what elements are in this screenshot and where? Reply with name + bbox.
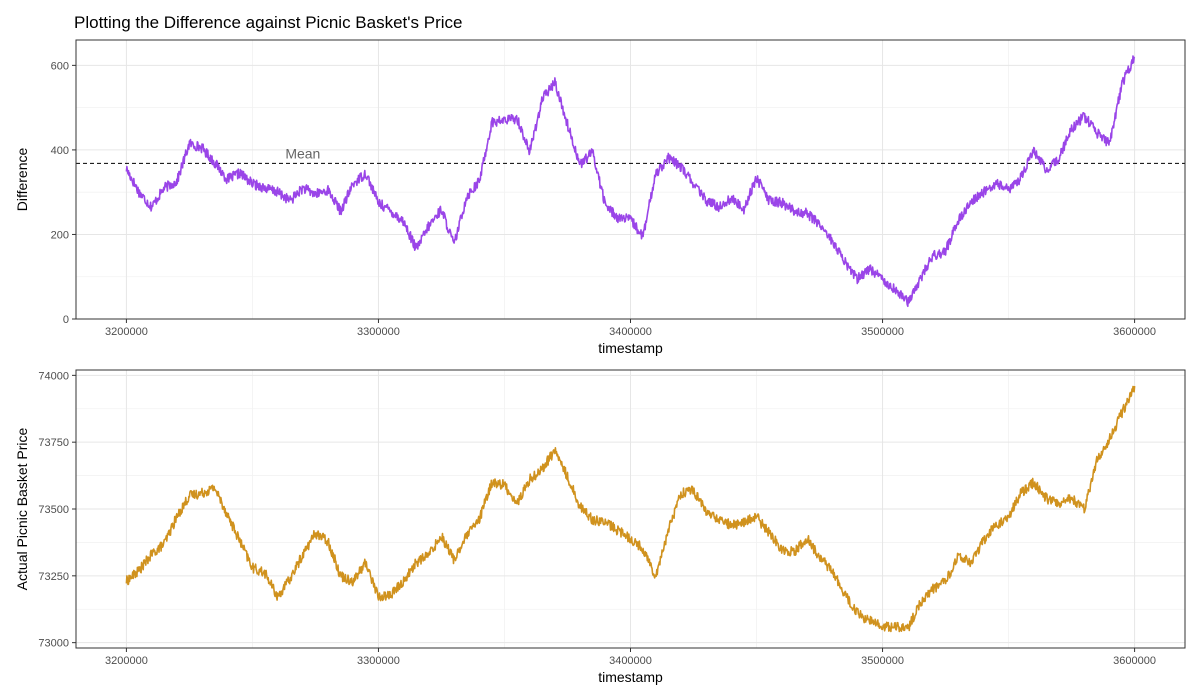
difference-x-tick-label: 3400000 [609,326,652,338]
difference-line [125,55,1136,308]
difference-x-tick-label: 3600000 [1113,326,1156,338]
price-series [125,385,1136,633]
difference-x-tick-label: 3300000 [357,326,400,338]
difference-x-tick-label: 3500000 [861,326,904,338]
price-x-tick-label: 3400000 [609,655,652,667]
difference-y-axis-title: Difference [14,148,30,212]
price-y-axis-title: Actual Picnic Basket Price [14,427,30,590]
mean-line: Mean [76,145,1185,164]
chart-title: Plotting the Difference against Picnic B… [74,13,462,32]
price-x-tick-label: 3300000 [357,655,400,667]
price-x-tick-label: 3200000 [105,655,148,667]
price-y-tick-label: 73750 [38,437,69,449]
price-y-tick-label: 73000 [38,638,69,650]
difference-series [125,55,1136,308]
price-x-tick-label: 3500000 [861,655,904,667]
difference-y-tick-label: 400 [51,145,69,157]
price-x-axis-title: timestamp [598,669,663,685]
price-x-tick-label: 3600000 [1113,655,1156,667]
difference-axes: 3200000 3300000 3400000 3500000 3600000 0 200 4… [14,60,1156,356]
difference-x-axis-title: timestamp [598,340,663,356]
price-line [125,385,1136,633]
difference-y-tick-label: 600 [51,60,69,72]
price-gridlines [76,370,1185,648]
price-axes: 3200000 3300000 3400000 3500000 3600000 73000… [14,370,1156,685]
mean-label: Mean [285,145,320,161]
price-y-tick-label: 73250 [38,571,69,583]
price-y-tick-label: 73500 [38,504,69,516]
difference-x-tick-label: 3200000 [105,326,148,338]
price-panel: 3200000 3300000 3400000 3500000 3600000 73000… [14,369,1186,685]
price-y-tick-label: 74000 [38,370,69,382]
difference-y-tick-label: 200 [51,229,69,241]
difference-y-tick-label: 0 [63,314,69,326]
difference-panel: Mean 3200000 3300000 3400000 3500000 3600000… [14,39,1186,356]
